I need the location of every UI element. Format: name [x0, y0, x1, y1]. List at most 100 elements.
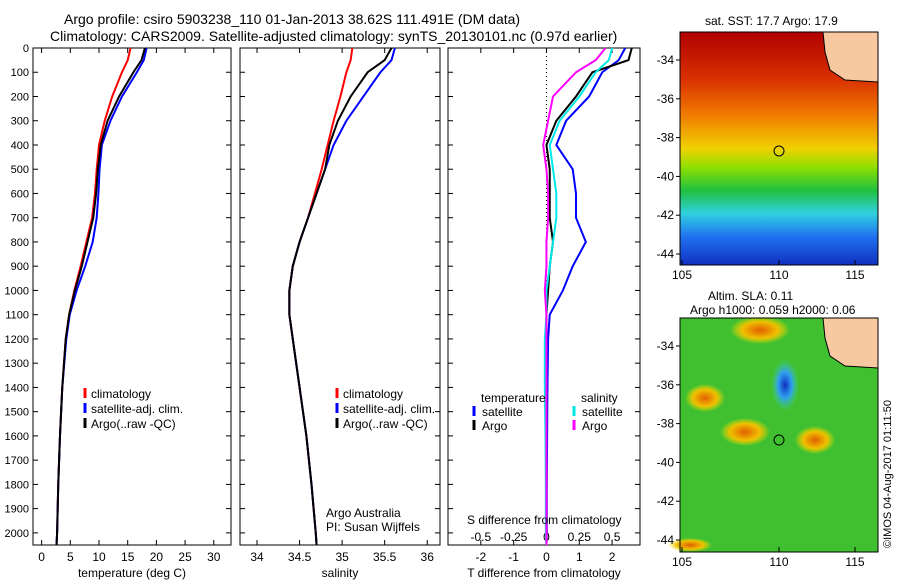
x-tick-label: 2 — [609, 550, 616, 564]
depth-tick-label: 1600 — [5, 431, 29, 443]
depth-tick-label: 1000 — [5, 285, 29, 297]
s-diff-axis-label: S difference from climatology — [467, 513, 622, 527]
plot-frame — [447, 47, 641, 546]
x-axis-label: salinity — [322, 566, 359, 580]
plot-frame — [32, 47, 232, 546]
depth-tick-label: 0 — [23, 43, 29, 55]
lon-tick-label: 115 — [845, 555, 864, 569]
depth-tick-label: 1400 — [5, 382, 29, 394]
x-tick-label: 20 — [150, 550, 164, 564]
lat-tick-label: -38 — [657, 417, 675, 431]
sst-map: 105 110 115 -34 -36 -38 -40 -42 -44 — [657, 31, 879, 282]
sst-map-title: sat. SST: 17.7 Argo: 17.9 — [705, 14, 838, 28]
title-line-2: Climatology: CARS2009. Satellite-adjuste… — [50, 28, 618, 44]
depth-tick-label: 700 — [11, 213, 29, 225]
x-tick-label: 35 — [335, 550, 349, 564]
series-climatology — [288, 47, 354, 546]
s-diff-tick-label: -0.5 — [470, 530, 491, 544]
lat-tick-label: -42 — [657, 208, 675, 222]
sla-anomaly — [720, 418, 770, 446]
depth-tick-label: 400 — [11, 140, 29, 152]
depth-tick-label: 100 — [11, 67, 29, 79]
lat-tick-label: -38 — [657, 131, 675, 145]
legend-label: satellite — [582, 405, 623, 419]
x-axis-label: temperature (deg C) — [78, 566, 186, 580]
depth-tick-label: 500 — [11, 164, 29, 176]
s-diff-tick-label: -0.25 — [500, 530, 528, 544]
x-tick-label: 25 — [178, 550, 192, 564]
legend-label: Argo — [482, 419, 508, 433]
argo-position-marker — [773, 434, 785, 446]
series-s-argo — [542, 47, 607, 545]
legend-label: climatology — [91, 387, 151, 401]
annotation-argo-australia: Argo Australia — [326, 506, 401, 520]
lat-tick-label: -44 — [657, 247, 675, 261]
sla-map-title-2: Argo h1000: 0.059 h2000: 0.06 — [690, 303, 856, 317]
lat-tick-label: -36 — [657, 92, 675, 106]
depth-tick-label: 1500 — [5, 407, 29, 419]
series-satellite-adj-clim- — [55, 47, 148, 546]
depth-tick-label: 1900 — [5, 504, 29, 516]
depth-tick-label: 300 — [11, 116, 29, 128]
x-tick-label: 0 — [38, 550, 45, 564]
sla-map: 105 110 115 -34 -36 -38 -40 -42 -44 — [657, 316, 879, 569]
lat-tick-label: -36 — [657, 378, 675, 392]
x-tick-label: 36 — [421, 550, 435, 564]
depth-tick-label: 1800 — [5, 479, 29, 491]
title-line-1: Argo profile: csiro 5903238_110 01-Jan-2… — [64, 11, 521, 27]
s-diff-tick-label: 0.5 — [604, 530, 621, 544]
depth-tick-label: 1700 — [5, 455, 29, 467]
series-argo-raw-qc- — [288, 47, 393, 546]
lat-tick-label: -34 — [657, 53, 675, 67]
depth-tick-label: 1200 — [5, 334, 29, 346]
lat-tick-label: -44 — [657, 533, 675, 547]
x-tick-label: 0 — [543, 550, 550, 564]
lat-tick-label: -40 — [657, 455, 675, 469]
legend-label: Argo — [582, 419, 608, 433]
x-tick-label: -2 — [475, 550, 486, 564]
lon-tick-label: 105 — [672, 268, 692, 282]
s-diff-tick-label: 0.25 — [568, 530, 592, 544]
lon-tick-label: 115 — [845, 268, 864, 282]
imos-credit: ©IMOS 04-Aug-2017 01:11:50 — [882, 400, 894, 548]
legend-heading: temperature — [481, 391, 546, 405]
legend-label: climatology — [343, 387, 403, 401]
depth-tick-label: 900 — [11, 261, 29, 273]
x-tick-label: 5 — [67, 550, 74, 564]
lon-tick-label: 110 — [769, 268, 788, 282]
depth-tick-label: 600 — [11, 188, 29, 200]
series-satellite-adj-clim- — [288, 47, 396, 546]
x-tick-label: 35.5 — [373, 550, 397, 564]
x-tick-label: 15 — [121, 550, 135, 564]
x-tick-label: 34 — [250, 550, 264, 564]
series-argo-raw-qc- — [55, 47, 146, 546]
lat-tick-label: -40 — [657, 169, 675, 183]
x-tick-label: 30 — [207, 550, 221, 564]
sla-anomaly — [668, 538, 712, 552]
legend-label: satellite-adj. clim. — [91, 402, 183, 416]
x-tick-label: 1 — [576, 550, 583, 564]
depth-tick-label: 1100 — [5, 310, 29, 322]
legend-label: satellite-adj. clim. — [343, 402, 435, 416]
x-tick-label: 34.5 — [288, 550, 312, 564]
lon-tick-label: 105 — [672, 555, 692, 569]
lon-tick-label: 110 — [769, 555, 788, 569]
sla-anomaly — [685, 384, 725, 412]
legend-heading: salinity — [581, 391, 618, 405]
legend-label: satellite — [482, 405, 523, 419]
x-tick-label: -1 — [508, 550, 519, 564]
panel-difference: -2 -1 0 1 2 T difference from climatology -0.5… — [447, 47, 641, 580]
panel-temperature: 0 5 10 15 20 25 30 temperature (deg C) 0 100 200 30… — [5, 43, 232, 580]
lat-tick-label: -42 — [657, 494, 675, 508]
x-tick-label: 10 — [92, 550, 106, 564]
series-climatology — [55, 47, 132, 546]
sla-anomaly — [771, 359, 799, 411]
panel-salinity: 34 34.5 35 35.5 36 salinity climatologysatelli… — [239, 47, 441, 580]
sla-anomaly — [795, 426, 835, 454]
depth-tick-label: 200 — [11, 91, 29, 103]
depth-tick-label: 800 — [11, 237, 29, 249]
argo-position-marker — [773, 145, 785, 157]
legend-label: Argo(..raw -QC) — [343, 417, 428, 431]
